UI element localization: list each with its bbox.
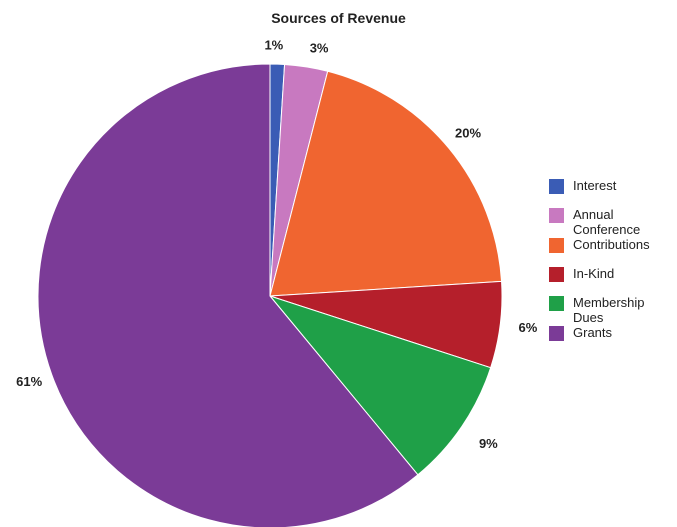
legend-swatch bbox=[549, 326, 564, 341]
legend-swatch bbox=[549, 179, 564, 194]
pie-slice-grants bbox=[37, 63, 419, 527]
legend-label: Contributions bbox=[573, 237, 650, 252]
pie-slice-membership-dues bbox=[268, 294, 492, 476]
legend-label: In-Kind bbox=[573, 266, 615, 281]
legend-label: Annual Conference bbox=[573, 207, 641, 237]
slice-label-membership-dues: 9% bbox=[479, 436, 498, 451]
legend: Interest Annual Conference Contributions In… bbox=[549, 178, 674, 341]
legend-swatch bbox=[549, 296, 564, 311]
legend-item-membership-dues: Membership Dues bbox=[549, 295, 673, 325]
legend-label: Membership Dues bbox=[573, 295, 645, 325]
legend-swatch bbox=[549, 238, 564, 253]
legend-swatch bbox=[549, 267, 564, 282]
slice-label-interest: 1% bbox=[264, 38, 283, 53]
legend-item-annual-conference: Annual Conference bbox=[549, 207, 673, 237]
legend-item-interest: Interest bbox=[549, 178, 673, 194]
slice-label-annual-conference: 3% bbox=[310, 41, 329, 56]
legend-item-contributions: Contributions bbox=[549, 237, 673, 253]
legend-label: Interest bbox=[573, 178, 617, 193]
legend-item-grants: Grants bbox=[549, 325, 673, 341]
slice-label-grants: 61% bbox=[16, 374, 42, 389]
chart-title: Sources of Revenue bbox=[271, 10, 406, 26]
legend-swatch bbox=[549, 208, 564, 223]
slice-label-in-kind: 6% bbox=[519, 320, 538, 335]
legend-label: Grants bbox=[573, 325, 613, 340]
pie-slice-contributions bbox=[269, 70, 503, 297]
legend-item-in-kind: In-Kind bbox=[549, 266, 673, 282]
slice-label-contributions: 20% bbox=[455, 125, 481, 140]
